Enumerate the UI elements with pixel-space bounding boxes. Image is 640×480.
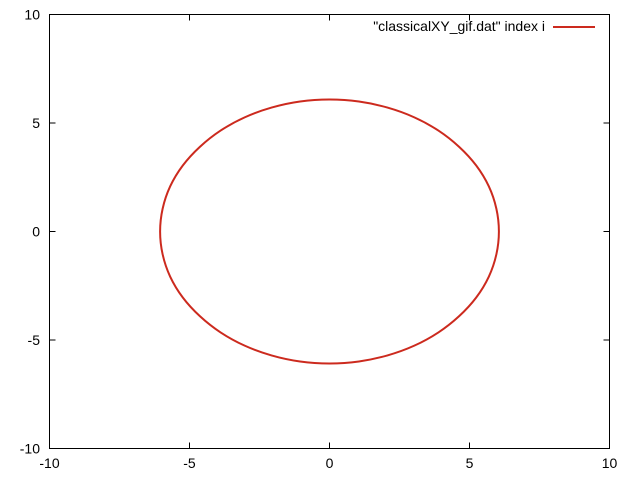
x-tick-label-0: -10 xyxy=(39,455,59,471)
series-layer xyxy=(159,98,500,365)
y-tick-label-4: 10 xyxy=(24,7,40,23)
legend-label-series-1: "classicalXY_gif.dat" index i xyxy=(373,18,545,34)
x-tick-label-2: 0 xyxy=(326,455,334,471)
axis-tick-labels: -10 -5 0 5 10 -10 -5 0 5 10 xyxy=(20,7,618,472)
plot-frame xyxy=(49,14,610,449)
y-tick-label-1: -5 xyxy=(28,332,41,348)
x-tick-label-4: 10 xyxy=(602,455,618,471)
y-tick-label-2: 0 xyxy=(32,224,40,240)
y-tick-label-3: 5 xyxy=(32,115,40,131)
x-tick-label-3: 5 xyxy=(466,455,474,471)
y-tick-label-0: -10 xyxy=(20,441,40,457)
legend: "classicalXY_gif.dat" index i xyxy=(373,18,595,34)
x-tick-label-1: -5 xyxy=(183,455,196,471)
series-line-1 xyxy=(159,98,500,365)
